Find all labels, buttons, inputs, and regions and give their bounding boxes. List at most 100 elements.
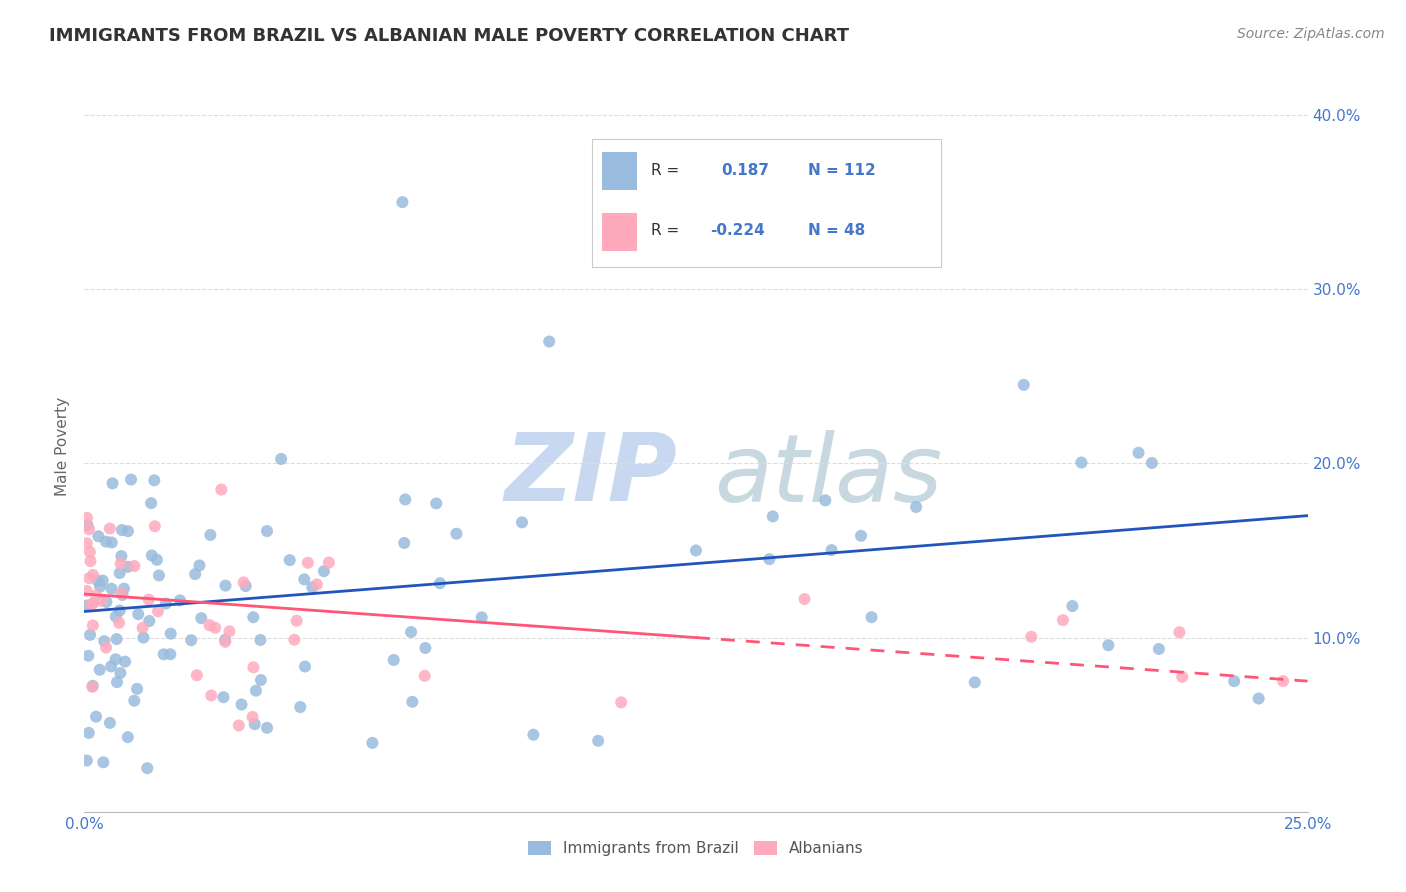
Point <box>905 500 928 514</box>
Point <box>108 603 131 617</box>
Point <box>382 653 405 667</box>
Point <box>98 715 121 730</box>
Point <box>76 536 98 550</box>
Point <box>1140 456 1163 470</box>
Point <box>762 509 785 524</box>
Point <box>399 625 422 640</box>
Point <box>101 476 124 491</box>
Text: IMMIGRANTS FROM BRAZIL VS ALBANIAN MALE POVERTY CORRELATION CHART: IMMIGRANTS FROM BRAZIL VS ALBANIAN MALE … <box>49 27 849 45</box>
Point <box>538 334 561 349</box>
Point <box>77 648 100 663</box>
Point <box>104 652 127 666</box>
Point <box>318 556 340 570</box>
Point <box>131 621 153 635</box>
Point <box>186 668 208 682</box>
Point <box>96 595 118 609</box>
Point <box>297 556 319 570</box>
Point <box>1168 625 1191 640</box>
Point <box>361 736 384 750</box>
Point <box>105 675 128 690</box>
Point <box>105 632 128 646</box>
Point <box>256 524 278 538</box>
Point <box>446 526 468 541</box>
Point <box>214 579 236 593</box>
Point <box>204 621 226 635</box>
Point <box>256 721 278 735</box>
Point <box>152 648 174 662</box>
Point <box>242 710 264 724</box>
Point <box>100 582 122 596</box>
Point <box>89 663 111 677</box>
Point <box>124 559 146 574</box>
Point <box>79 545 101 559</box>
Point <box>305 577 328 591</box>
Point <box>82 680 104 694</box>
Point <box>1070 456 1092 470</box>
Point <box>283 632 305 647</box>
Point <box>117 730 139 744</box>
Text: atlas: atlas <box>714 430 942 521</box>
Point <box>218 624 240 639</box>
Legend: Immigrants from Brazil, Albanians: Immigrants from Brazil, Albanians <box>522 835 870 863</box>
Point <box>82 679 104 693</box>
Point <box>394 492 416 507</box>
Point <box>243 717 266 731</box>
Point <box>117 559 139 574</box>
Point <box>685 543 707 558</box>
Point <box>90 594 112 608</box>
Point <box>143 473 166 487</box>
Point <box>1247 691 1270 706</box>
Point <box>758 552 780 566</box>
Point <box>146 604 169 618</box>
Point <box>117 524 139 538</box>
Point <box>209 483 232 497</box>
Point <box>155 597 177 611</box>
Point <box>127 607 149 622</box>
Point <box>200 689 222 703</box>
Point <box>292 573 315 587</box>
Point <box>242 660 264 674</box>
Point <box>278 553 301 567</box>
Point <box>285 614 308 628</box>
Y-axis label: Male Poverty: Male Poverty <box>55 396 70 496</box>
Point <box>139 496 162 510</box>
Point <box>76 754 98 768</box>
Point <box>860 610 883 624</box>
Point <box>111 588 134 602</box>
Point <box>392 536 415 550</box>
Point <box>132 631 155 645</box>
Point <box>471 610 494 624</box>
Point <box>84 709 107 723</box>
Point <box>301 580 323 594</box>
Point <box>586 733 609 747</box>
Point <box>1012 377 1035 392</box>
Point <box>120 473 142 487</box>
Point <box>1097 638 1119 652</box>
Point <box>415 641 437 656</box>
Point <box>270 452 292 467</box>
Point <box>429 576 451 591</box>
Point <box>108 566 131 580</box>
Point <box>231 698 253 712</box>
Point <box>77 571 100 585</box>
Point <box>141 549 163 563</box>
Point <box>169 593 191 607</box>
Point <box>963 675 986 690</box>
Point <box>232 575 254 590</box>
Point <box>76 511 98 525</box>
Point <box>87 574 110 588</box>
Point <box>110 586 132 600</box>
Point <box>82 568 104 582</box>
Point <box>212 690 235 705</box>
Point <box>180 633 202 648</box>
Point <box>1171 670 1194 684</box>
Point <box>1128 446 1150 460</box>
Point <box>110 549 132 563</box>
Point <box>79 554 101 568</box>
Point <box>250 673 273 687</box>
Point <box>425 496 447 510</box>
Point <box>76 599 98 613</box>
Point <box>849 529 872 543</box>
Point <box>80 597 103 611</box>
Point <box>77 522 100 536</box>
